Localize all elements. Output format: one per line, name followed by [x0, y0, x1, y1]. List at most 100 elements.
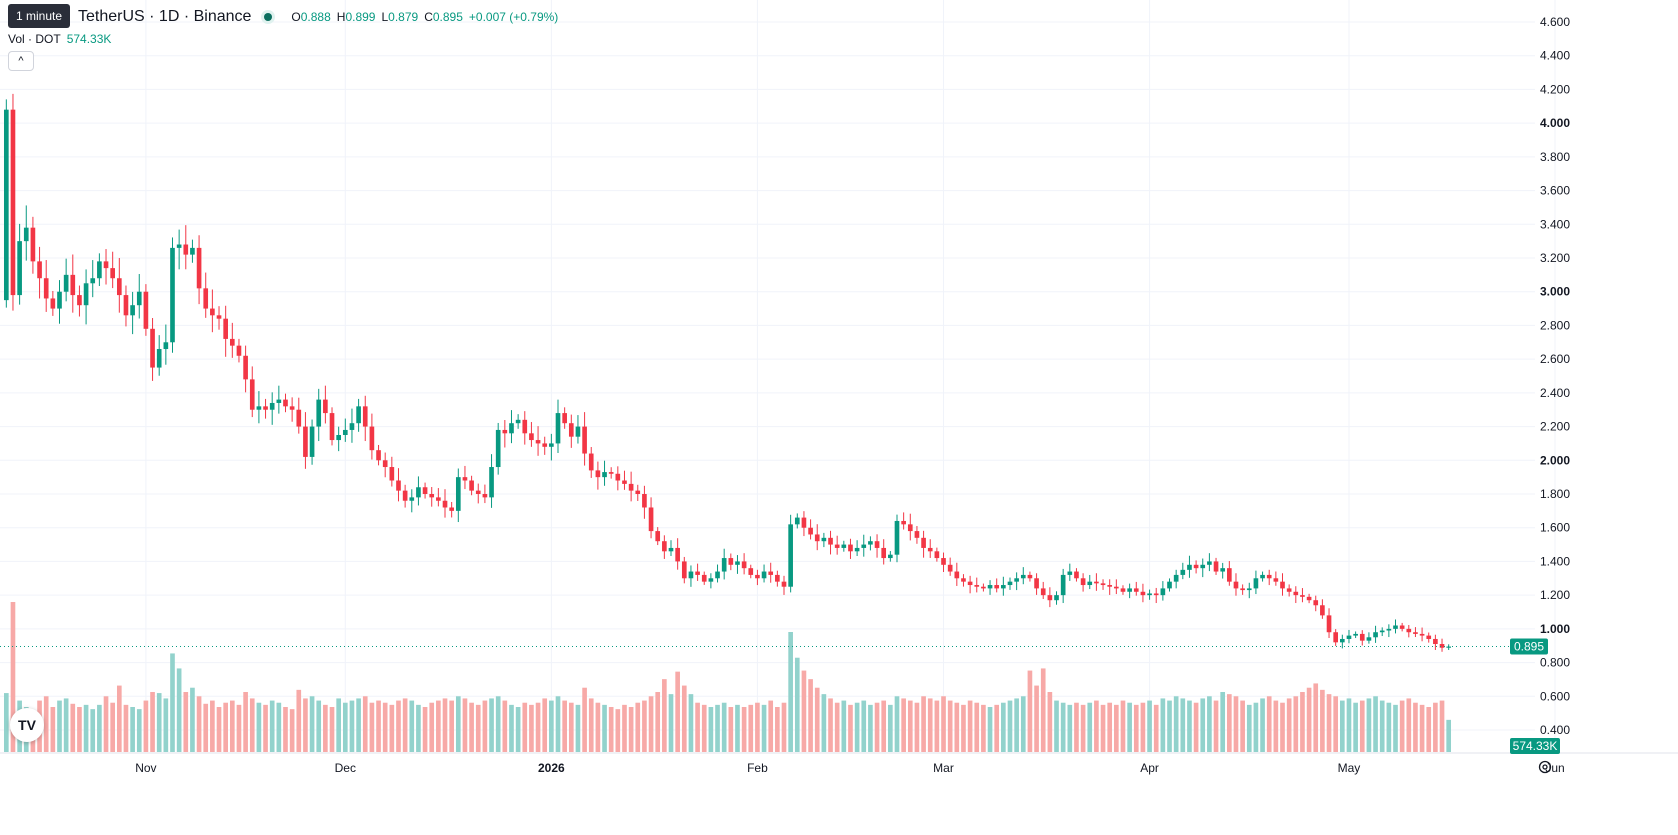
candle-body — [575, 426, 581, 437]
candle-body — [1007, 581, 1013, 586]
candle-body — [961, 578, 966, 582]
candle-body — [741, 561, 747, 569]
volume-bar — [515, 707, 521, 752]
candle-body — [276, 399, 282, 403]
volume-bar — [130, 707, 135, 752]
candle-body — [223, 318, 228, 339]
volume-bar — [1200, 698, 1206, 752]
volume-bar — [1406, 698, 1412, 752]
candle-body — [402, 490, 408, 501]
volume-bar — [116, 685, 122, 752]
candle-body — [535, 440, 541, 444]
candle-body — [994, 585, 1000, 589]
volume-bar — [549, 700, 554, 752]
volume-bar — [775, 707, 780, 752]
volume-bar — [927, 698, 933, 752]
candle-body — [1379, 630, 1385, 633]
volume-bar — [761, 704, 767, 752]
candle-body — [1406, 628, 1412, 633]
candle-body — [1366, 637, 1372, 641]
volume-bar — [1273, 700, 1279, 752]
candle-body — [1160, 588, 1166, 596]
tradingview-logo-icon[interactable]: TV — [10, 708, 44, 742]
price-axis: 4.600 4.400 4.200 4.000 3.800 3.600 3.400 3.200… — [1510, 15, 1570, 754]
price-tick-label: 4.600 — [1540, 15, 1570, 29]
volume-bar — [1080, 704, 1086, 752]
candle-body — [156, 349, 162, 368]
volume-bar — [1074, 702, 1079, 752]
candle-body — [10, 109, 16, 296]
candle-body — [1094, 581, 1099, 584]
change-value: +0.007 (+0.79%) — [468, 10, 559, 24]
candle-body — [1040, 588, 1046, 596]
candle-body — [854, 547, 860, 552]
candle-body — [1326, 615, 1332, 633]
candle-body — [642, 494, 647, 508]
volume-bar — [1114, 704, 1119, 752]
candle-body — [475, 490, 481, 494]
volume-bar — [675, 671, 680, 752]
volume-bar — [203, 703, 209, 752]
candle-body — [1340, 638, 1345, 643]
volume-bar — [63, 698, 69, 752]
time-tick-label: Nov — [135, 761, 156, 775]
candle-body — [296, 409, 302, 427]
interval-tooltip: 1 minute — [8, 4, 71, 28]
candle-body — [655, 531, 661, 542]
candle-body — [1200, 564, 1206, 569]
candle-body — [1313, 600, 1319, 606]
volume-bar — [1180, 698, 1186, 752]
candle-body — [436, 497, 441, 501]
volume-bar — [70, 703, 76, 752]
candle-body — [648, 507, 654, 532]
volume-bar — [216, 707, 222, 752]
candle-body — [755, 574, 760, 579]
candle-body — [469, 480, 474, 491]
volume-bar — [535, 702, 541, 752]
candle-body — [362, 406, 368, 427]
candle-body — [1280, 581, 1285, 589]
candle-body — [23, 227, 29, 242]
volume-bar — [1027, 670, 1033, 752]
volume-bar — [555, 696, 561, 752]
volume-bar — [1087, 702, 1093, 752]
close-label: C — [424, 10, 433, 24]
volume-bar — [422, 707, 428, 752]
price-tick-label: 3.600 — [1540, 184, 1570, 198]
candlesticks — [0, 93, 1510, 652]
candle-body — [116, 278, 122, 296]
price-tick-label: 1.000 — [1540, 622, 1570, 636]
candle-body — [947, 564, 953, 572]
volume-bar — [1320, 689, 1325, 752]
candle-body — [1127, 588, 1132, 592]
time-tick-label: Feb — [747, 761, 768, 775]
symbol-title[interactable]: TetherUS · 1D · Binance — [78, 8, 252, 25]
candle-body — [83, 283, 89, 306]
candle-body — [30, 227, 36, 262]
volume-bar — [615, 709, 621, 752]
volume-bar — [841, 700, 847, 752]
volume-bar — [323, 704, 328, 752]
collapse-legend-button[interactable]: ^ — [8, 51, 34, 71]
candle-body — [768, 571, 774, 575]
volume-bar — [808, 679, 813, 752]
candle-body — [562, 413, 567, 424]
candle-body — [176, 244, 182, 248]
candle-body — [907, 524, 913, 532]
volume-bar — [788, 632, 793, 752]
volume-bar — [1379, 700, 1385, 752]
candle-body — [1114, 586, 1119, 589]
volume-bar — [276, 702, 282, 752]
candle-body — [927, 547, 933, 552]
candle-body — [110, 268, 115, 279]
candle-body — [1320, 605, 1325, 616]
high-label: H — [336, 10, 346, 24]
candle-body — [143, 291, 149, 329]
candle-body — [449, 507, 454, 511]
candle-body — [1346, 635, 1352, 639]
gear-icon[interactable] — [1538, 760, 1552, 774]
candle-body — [1333, 632, 1339, 643]
candle-body — [229, 338, 235, 346]
candle-body — [57, 291, 62, 309]
